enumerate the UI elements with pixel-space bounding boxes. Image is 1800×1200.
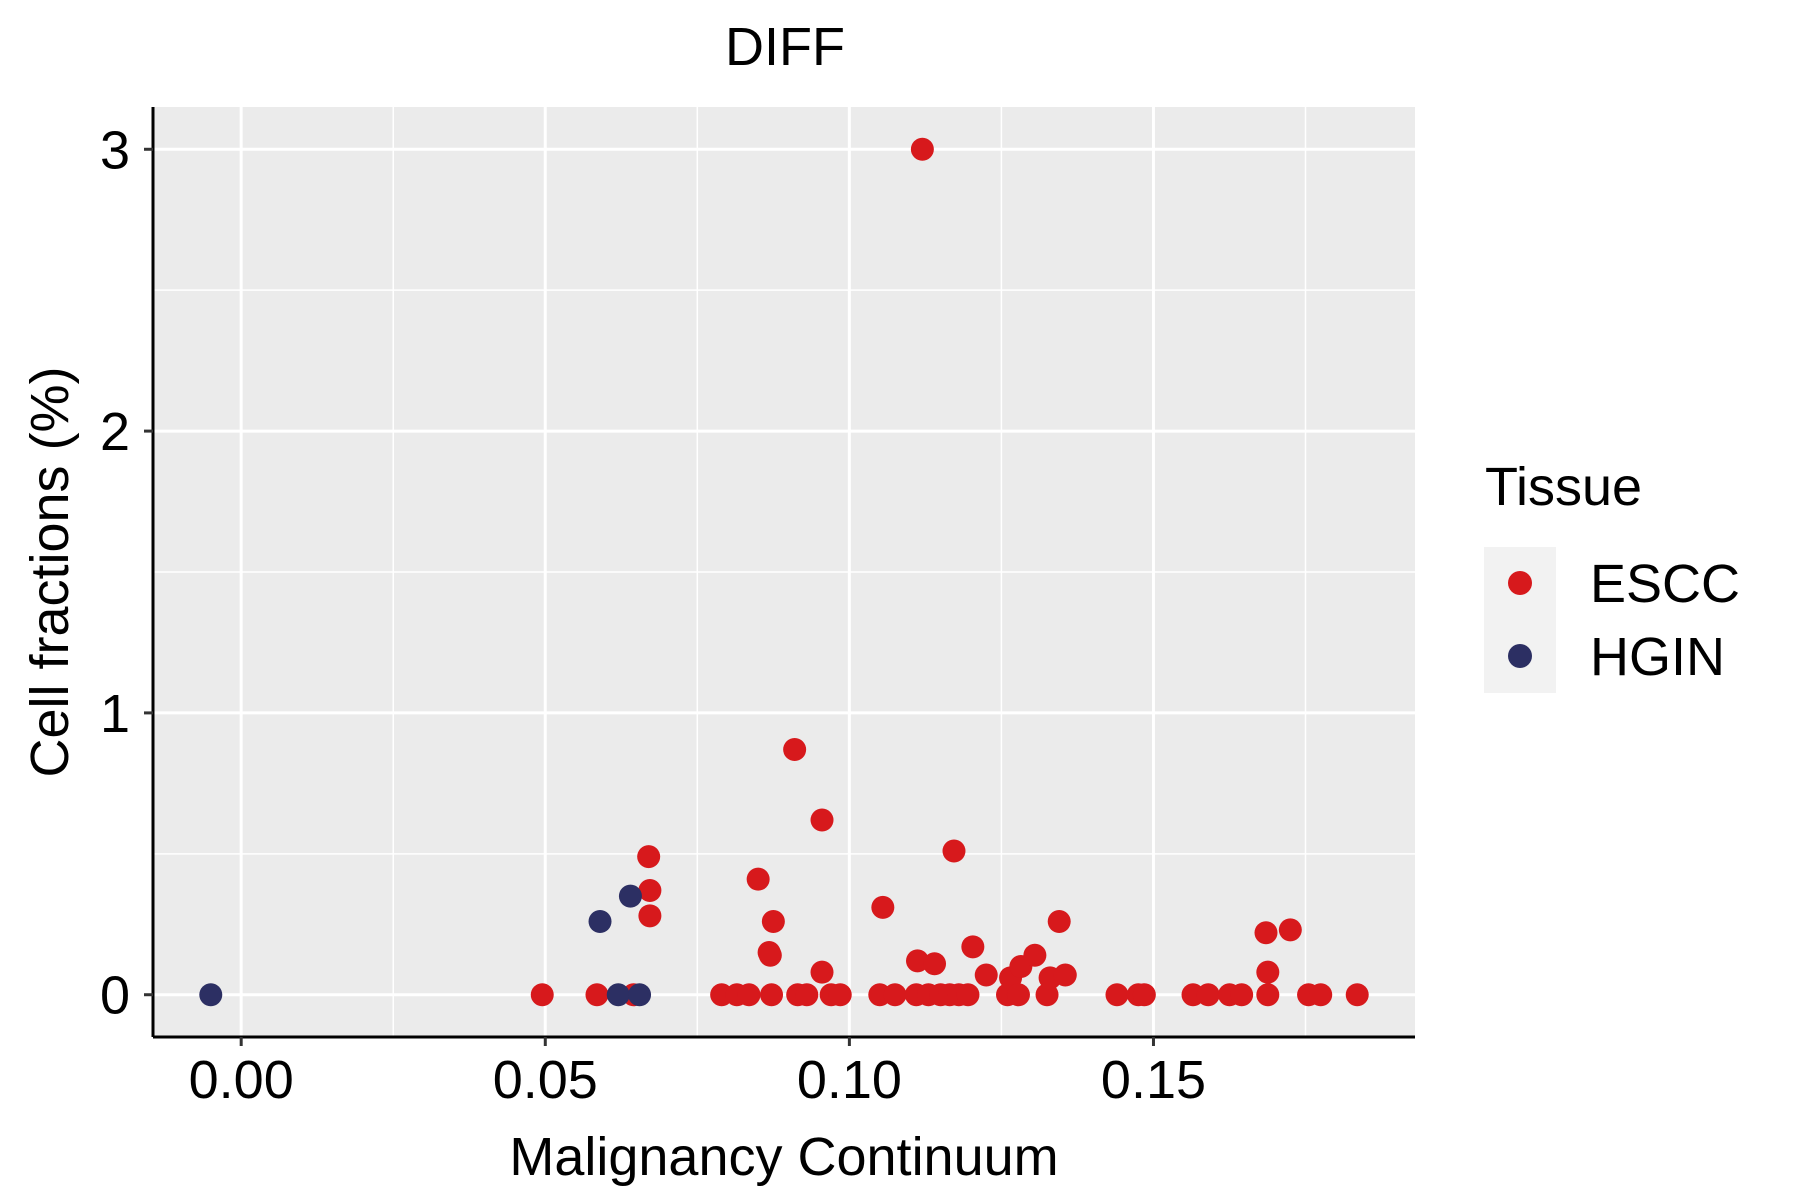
x-tick-label: 0.05 bbox=[493, 1050, 598, 1110]
x-tick-label: 0.15 bbox=[1101, 1050, 1206, 1110]
data-point-escc bbox=[783, 738, 807, 762]
data-point-escc bbox=[746, 867, 770, 891]
data-point-escc bbox=[1309, 983, 1333, 1007]
data-point-hgin bbox=[606, 983, 630, 1007]
legend-label-escc: ESCC bbox=[1590, 554, 1740, 614]
data-point-escc bbox=[761, 909, 785, 933]
data-point-escc bbox=[810, 808, 834, 832]
legend-key-hgin bbox=[1508, 644, 1532, 668]
data-point-escc bbox=[760, 983, 784, 1007]
data-point-escc bbox=[810, 960, 834, 984]
data-point-escc bbox=[1230, 983, 1254, 1007]
data-point-escc bbox=[795, 983, 819, 1007]
data-point-escc bbox=[923, 952, 947, 976]
data-point-escc bbox=[638, 904, 662, 928]
x-axis-ticks: 0.00 0.05 0.10 0.15 bbox=[189, 1037, 1206, 1110]
data-point-escc bbox=[1196, 983, 1220, 1007]
data-point-escc bbox=[758, 943, 782, 967]
data-point-hgin bbox=[628, 983, 652, 1007]
chart-title: DIFF bbox=[725, 17, 845, 77]
data-point-escc bbox=[961, 935, 985, 959]
data-point-escc bbox=[956, 983, 980, 1007]
data-point-escc bbox=[1132, 983, 1156, 1007]
y-tick-label: 2 bbox=[100, 402, 130, 462]
data-point-escc bbox=[638, 878, 662, 902]
data-point-escc bbox=[1254, 921, 1278, 945]
data-point-escc bbox=[1006, 983, 1030, 1007]
data-point-escc bbox=[1053, 963, 1077, 987]
data-point-escc bbox=[974, 963, 998, 987]
data-point-escc bbox=[883, 983, 907, 1007]
data-point-escc bbox=[1105, 983, 1129, 1007]
data-point-escc bbox=[910, 137, 934, 161]
data-point-escc bbox=[1256, 960, 1280, 984]
data-point-escc bbox=[585, 983, 609, 1007]
data-point-escc bbox=[871, 895, 895, 919]
data-point-hgin bbox=[199, 983, 223, 1007]
y-tick-label: 1 bbox=[100, 684, 130, 744]
data-point-escc bbox=[637, 845, 661, 869]
data-point-escc bbox=[1023, 943, 1047, 967]
data-point-escc bbox=[530, 983, 554, 1007]
data-point-escc bbox=[828, 983, 852, 1007]
y-axis-ticks: 0 1 2 3 bbox=[100, 120, 153, 1026]
data-point-escc bbox=[905, 949, 929, 973]
y-tick-label: 3 bbox=[100, 120, 130, 180]
legend-key-background bbox=[1484, 547, 1556, 693]
data-points bbox=[199, 137, 1369, 1007]
data-point-hgin bbox=[618, 884, 642, 908]
x-tick-label: 0.10 bbox=[797, 1050, 902, 1110]
data-point-escc bbox=[1345, 983, 1369, 1007]
data-point-escc bbox=[1278, 918, 1302, 942]
data-point-escc bbox=[737, 983, 761, 1007]
legend-label-hgin: HGIN bbox=[1590, 627, 1725, 687]
legend-key-escc bbox=[1508, 571, 1532, 595]
x-tick-label: 0.00 bbox=[189, 1050, 294, 1110]
legend-title: Tissue bbox=[1485, 457, 1642, 517]
x-axis-label: Malignancy Continuum bbox=[509, 1127, 1058, 1187]
y-axis-label: Cell fractions (%) bbox=[20, 366, 80, 777]
data-point-escc bbox=[1256, 983, 1280, 1007]
data-point-escc bbox=[1047, 909, 1071, 933]
y-tick-label: 0 bbox=[100, 966, 130, 1026]
legend: Tissue ESCC HGIN bbox=[1484, 457, 1740, 693]
minor-gridlines bbox=[153, 107, 1415, 1037]
data-point-hgin bbox=[588, 909, 612, 933]
data-point-escc bbox=[942, 839, 966, 863]
